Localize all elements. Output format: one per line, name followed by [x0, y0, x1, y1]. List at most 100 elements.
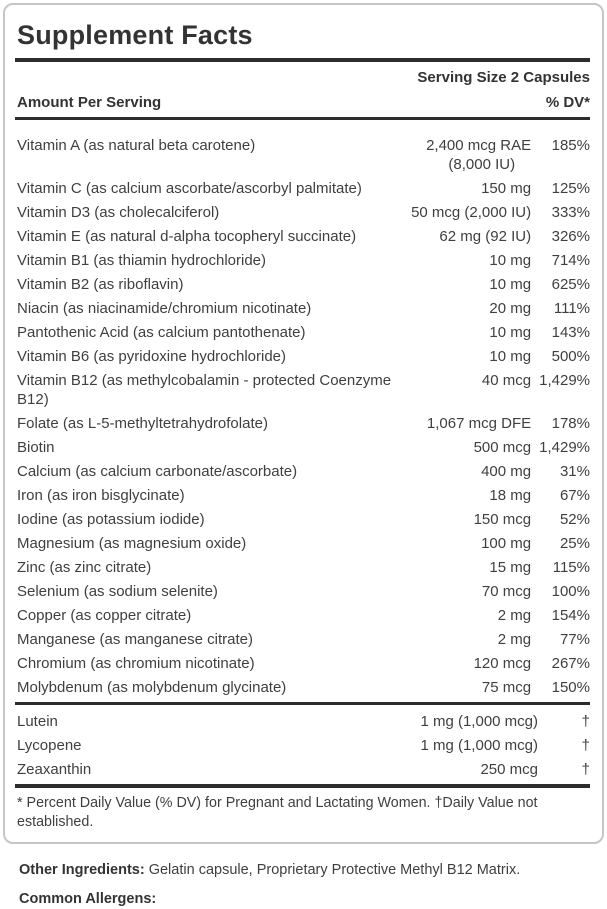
nutrient-dv: 267% — [551, 654, 590, 672]
amount-per-serving-header: Amount Per Serving — [17, 94, 162, 111]
nutrient-name: Zeaxanthin — [17, 760, 92, 778]
table-row: Pantothenic Acid (as calcium pantothenat… — [15, 320, 590, 344]
nutrient-dv: 154% — [551, 606, 590, 624]
nutrient-dv: 25% — [559, 534, 590, 552]
nutrient-amount: 10 mg — [489, 275, 532, 293]
panel-title: Supplement Facts — [17, 20, 253, 50]
table-row: Vitamin B6 (as pyridoxine hydrochloride)… — [15, 344, 590, 368]
table-row: Vitamin D3 (as cholecalciferol) 50 mcg (2… — [15, 200, 590, 224]
nutrient-dv: 67% — [559, 486, 590, 504]
nutrient-dv: 1,429% — [539, 438, 590, 456]
nutrient-amount: 2 mg — [497, 630, 532, 648]
botanicals-table: Lutein 1 mg (1,000 mcg) † Lycopene 1 mg (1,0… — [15, 709, 590, 781]
nutrient-amount: 10 mg — [489, 347, 532, 365]
title-divider — [15, 58, 590, 62]
nutrient-dv: 143% — [551, 323, 590, 341]
table-row: Manganese (as manganese citrate) 2 mg 77% — [15, 627, 590, 651]
nutrient-name: Calcium (as calcium carbonate/ascorbate) — [17, 462, 298, 480]
nutrient-dv: 178% — [551, 414, 590, 432]
nutrient-amount: 1,067 mcg DFE — [426, 414, 532, 432]
nutrient-name: Vitamin B2 (as riboflavin) — [17, 275, 184, 293]
table-row: Vitamin B12 (as methylcobalamin - protec… — [15, 368, 590, 411]
nutrient-name: Vitamin E (as natural d-alpha tocopheryl… — [17, 227, 357, 245]
table-row: Copper (as copper citrate) 2 mg 154% — [15, 603, 590, 627]
nutrient-dv: 714% — [551, 251, 590, 269]
serving-size: Serving Size 2 Capsules — [417, 69, 590, 86]
nutrient-name: Iodine (as potassium iodide) — [17, 510, 205, 528]
section-divider — [15, 702, 590, 705]
nutrient-amount: 120 mcg — [473, 654, 532, 672]
nutrient-dv: 333% — [551, 203, 590, 221]
daily-value-footnote: * Percent Daily Value (% DV) for Pregnan… — [17, 795, 538, 830]
common-allergens-label: Common Allergens: — [19, 891, 157, 907]
nutrient-name: Vitamin D3 (as cholecalciferol) — [17, 203, 220, 221]
supplement-facts-panel: Supplement Facts Serving Size 2 Capsules… — [3, 3, 604, 844]
nutrient-name: Niacin (as niacinamide/chromium nicotina… — [17, 299, 312, 317]
nutrient-name: Vitamin B12 (as methylcobalamin - protec… — [17, 371, 392, 408]
nutrient-amount-secondary: (8,000 IU) — [448, 155, 516, 173]
table-row: Vitamin B2 (as riboflavin) 10 mg 625% — [15, 272, 590, 296]
table-row: Vitamin E (as natural d-alpha tocopheryl… — [15, 224, 590, 248]
nutrient-dv: 100% — [551, 582, 590, 600]
nutrient-amount: 2,400 mcg RAE (8,000 IU) — [411, 133, 531, 176]
nutrient-name: Magnesium (as magnesium oxide) — [17, 534, 247, 552]
nutrient-name: Zinc (as zinc citrate) — [17, 558, 152, 576]
nutrient-amount: 400 mg — [481, 462, 532, 480]
nutrient-dv: 326% — [551, 227, 590, 245]
nutrient-name: Molybdenum (as molybdenum glycinate) — [17, 678, 287, 696]
nutrient-amount: 18 mg — [489, 486, 532, 504]
table-row: Magnesium (as magnesium oxide) 100 mg 25% — [15, 531, 590, 555]
nutrients-table: Vitamin A (as natural beta carotene) 2,40… — [15, 133, 590, 699]
nutrient-amount: 20 mg — [489, 299, 532, 317]
nutrient-amount: 1 mg (1,000 mcg) — [420, 736, 538, 754]
nutrient-name: Vitamin B6 (as pyridoxine hydrochloride) — [17, 347, 287, 365]
nutrient-name: Folate (as L-5-methyltetrahydrofolate) — [17, 414, 268, 432]
nutrient-name: Iron (as iron bisglycinate) — [17, 486, 185, 504]
nutrient-name: Vitamin B1 (as thiamin hydrochloride) — [17, 251, 267, 269]
table-row: Vitamin A (as natural beta carotene) 2,40… — [15, 133, 590, 176]
nutrient-amount: 1 mg (1,000 mcg) — [420, 712, 538, 730]
nutrient-name: Lycopene — [17, 736, 82, 754]
nutrient-amount: 150 mcg — [473, 510, 532, 528]
nutrient-amount: 50 mcg (2,000 IU) — [411, 203, 532, 221]
table-row: Calcium (as calcium carbonate/ascorbate)… — [15, 459, 590, 483]
other-ingredients-text: Gelatin capsule, Proprietary Protective … — [148, 862, 521, 878]
table-row: Lycopene 1 mg (1,000 mcg) † — [15, 733, 590, 757]
nutrient-dv: 52% — [559, 510, 590, 528]
nutrient-amount: 250 mcg — [480, 760, 538, 778]
table-row: Niacin (as niacinamide/chromium nicotina… — [15, 296, 590, 320]
nutrient-amount: 10 mg — [489, 251, 532, 269]
table-row: Iodine (as potassium iodide) 150 mcg 52% — [15, 507, 590, 531]
common-allergens: Common Allergens: — [19, 890, 607, 909]
table-row: Zeaxanthin 250 mcg † — [15, 757, 590, 781]
header-divider — [15, 117, 590, 120]
nutrient-dv: † — [581, 760, 590, 778]
nutrient-dv: 500% — [551, 347, 590, 365]
nutrient-amount: 15 mg — [489, 558, 532, 576]
table-row: Zinc (as zinc citrate) 15 mg 115% — [15, 555, 590, 579]
table-row: Molybdenum (as molybdenum glycinate) 75 m… — [15, 675, 590, 699]
percent-dv-header: % DV* — [545, 94, 590, 111]
nutrient-name: Copper (as copper citrate) — [17, 606, 192, 624]
nutrient-name: Pantothenic Acid (as calcium pantothenat… — [17, 323, 306, 341]
nutrient-amount: 150 mg — [481, 179, 532, 197]
nutrient-name: Manganese (as manganese citrate) — [17, 630, 253, 648]
nutrient-dv: 77% — [559, 630, 590, 648]
table-row: Selenium (as sodium selenite) 70 mcg 100% — [15, 579, 590, 603]
nutrient-name: Vitamin A (as natural beta carotene) — [17, 136, 256, 154]
other-ingredients-label: Other Ingredients: — [19, 862, 145, 878]
nutrient-name: Biotin — [17, 438, 55, 456]
table-row: Folate (as L-5-methyltetrahydrofolate) 1,… — [15, 411, 590, 435]
nutrient-amount: 70 mcg — [481, 582, 532, 600]
table-row: Iron (as iron bisglycinate) 18 mg 67% — [15, 483, 590, 507]
table-row: Biotin 500 mcg 1,429% — [15, 435, 590, 459]
nutrient-dv: 1,429% — [539, 371, 590, 389]
nutrient-dv: 150% — [551, 678, 590, 696]
nutrient-amount: 100 mg — [481, 534, 532, 552]
table-row: Vitamin C (as calcium ascorbate/ascorbyl… — [15, 176, 590, 200]
table-row: Chromium (as chromium nicotinate) 120 mcg… — [15, 651, 590, 675]
footnote-divider — [15, 784, 590, 788]
nutrient-amount: 62 mg (92 IU) — [439, 227, 532, 245]
nutrient-dv: 625% — [551, 275, 590, 293]
nutrient-name: Chromium (as chromium nicotinate) — [17, 654, 255, 672]
